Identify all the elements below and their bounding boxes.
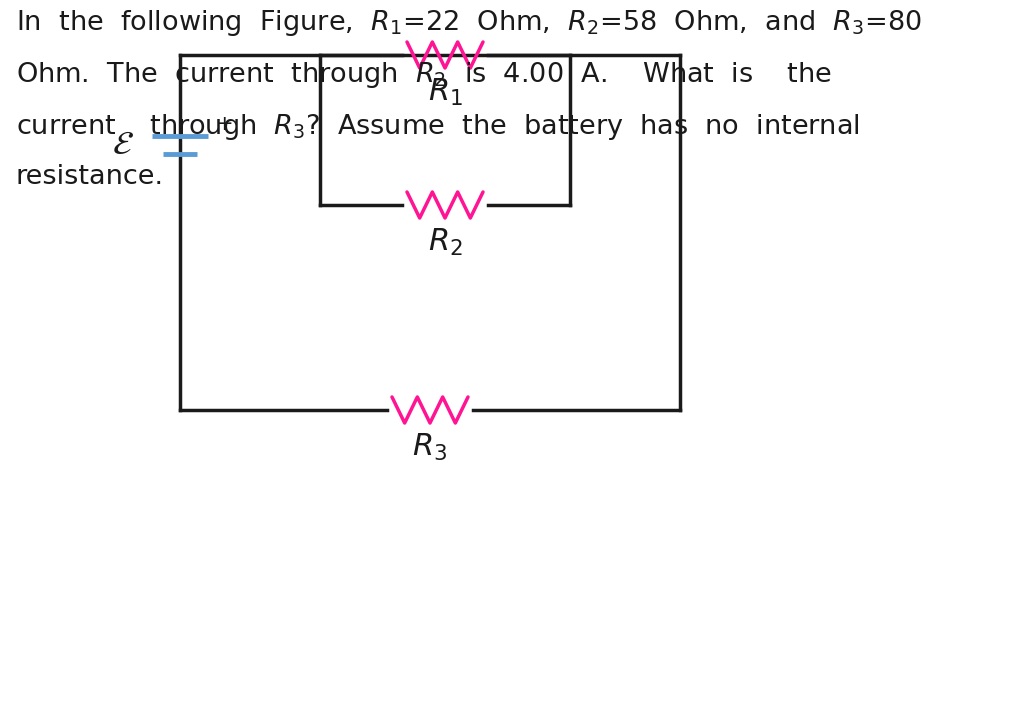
Text: $R_1$: $R_1$ [428, 77, 463, 108]
Text: current    through  $R_3$?  Assume  the  battery  has  no  internal: current through $R_3$? Assume the batter… [16, 112, 859, 142]
Text: $\mathcal{E}$: $\mathcal{E}$ [112, 129, 134, 161]
Text: In  the  following  Figure,  $R_1$=22  Ohm,  $R_2$=58  Ohm,  and  $R_3$=80: In the following Figure, $R_1$=22 Ohm, $… [16, 8, 922, 38]
Text: Ohm.  The  current  through  $R_2$  is  4.00  A.    What  is    the: Ohm. The current through $R_2$ is 4.00 A… [16, 60, 832, 90]
Text: resistance.: resistance. [16, 164, 164, 190]
Text: +: + [216, 114, 233, 134]
Text: $R_2$: $R_2$ [428, 227, 463, 258]
Text: $R_3$: $R_3$ [412, 432, 447, 463]
